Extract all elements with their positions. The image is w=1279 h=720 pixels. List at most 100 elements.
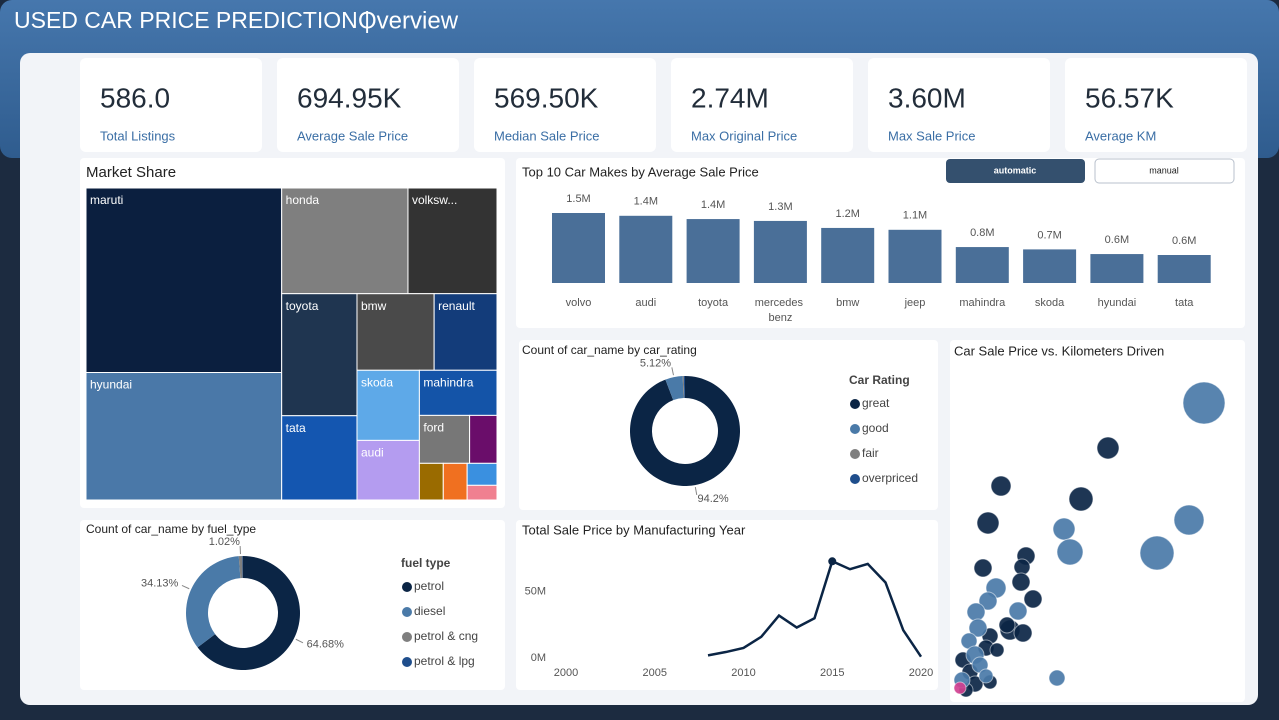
line-point — [828, 557, 837, 566]
bubble — [1011, 572, 1031, 592]
legend-marker — [402, 582, 412, 592]
kpi-card — [1065, 58, 1247, 152]
treemap-label: tata — [286, 421, 306, 435]
x-tick-label: 2015 — [820, 667, 844, 679]
legend-title: fuel type — [401, 556, 451, 570]
line-panel — [516, 520, 938, 690]
filter-button[interactable] — [1094, 158, 1235, 184]
kpi-card — [277, 58, 459, 152]
kpi-label: Max Sale Price — [888, 128, 975, 143]
legend-label: diesel — [414, 604, 445, 618]
bubble — [953, 681, 967, 695]
bubble — [1048, 669, 1066, 687]
bar-value-label: 1.1M — [903, 210, 927, 222]
bar — [1023, 249, 1077, 283]
kpi-value: 3.60M — [888, 82, 966, 113]
kpi-label: Median Sale Price — [494, 128, 600, 143]
legend-label: overpriced — [862, 471, 918, 485]
bar-value-label: 1.2M — [835, 208, 859, 220]
legend-marker — [402, 657, 412, 667]
bar-value-label: 0.8M — [970, 227, 994, 239]
legend-title: Car Rating — [849, 373, 910, 387]
x-tick-label: 2000 — [554, 667, 578, 679]
donut-slice — [629, 376, 740, 486]
donut-slice — [185, 556, 241, 648]
treemap-cell — [85, 372, 283, 501]
x-tick-label: audi — [635, 297, 656, 309]
treemap-cell — [356, 439, 420, 501]
treemap-cell — [466, 462, 498, 486]
treemap-cell — [433, 293, 498, 371]
leader-line — [181, 584, 190, 590]
treemap-cell — [469, 414, 498, 464]
treemap-cell — [356, 293, 435, 371]
legend-label: petrol & cng — [414, 629, 478, 643]
chart-title: Count of car_name by car_rating — [522, 343, 697, 357]
treemap-label: mahindra — [423, 375, 473, 389]
bubble — [1008, 601, 1028, 621]
bar — [1090, 254, 1144, 283]
x-tick-label: toyota — [698, 297, 729, 309]
treemap-label: honda — [286, 193, 320, 207]
bubble — [998, 616, 1016, 634]
treemap-cell — [85, 187, 283, 374]
treemap-label: hyundai — [90, 378, 132, 392]
bubble — [966, 602, 986, 622]
bubble — [968, 618, 988, 638]
bubble — [1096, 436, 1120, 460]
kpi-label: Average Sale Price — [297, 128, 408, 143]
legend-label: petrol & lpg — [414, 654, 475, 668]
bubble — [1068, 486, 1094, 512]
kpi-value: 56.57K — [1085, 82, 1174, 113]
chart-title: Count of car_name by fuel_type — [86, 522, 256, 536]
bar-value-label: 0.6M — [1105, 234, 1129, 246]
bar-value-label: 0.6M — [1172, 235, 1196, 247]
donut-value-label: 5.12% — [640, 357, 671, 369]
bar — [753, 220, 807, 283]
donut-slice — [197, 556, 300, 670]
donut-slice — [238, 556, 243, 579]
kpi-card — [671, 58, 853, 152]
bar — [955, 247, 1009, 283]
treemap-label: maruti — [90, 193, 123, 207]
treemap-cell — [281, 293, 358, 417]
legend-marker — [850, 424, 860, 434]
treemap-label: volksw... — [412, 193, 457, 207]
bar — [686, 219, 740, 283]
kpi-value: 2.74M — [691, 82, 769, 113]
page-subtitle: Overview — [358, 7, 459, 34]
donut-slice — [683, 376, 685, 399]
kpi-label: Average KM — [1085, 128, 1156, 143]
x-tick-label: mahindra — [959, 297, 1006, 309]
treemap-label: renault — [438, 299, 475, 313]
legend-marker — [850, 474, 860, 484]
x-tick-label: bmw — [836, 297, 859, 309]
bubble — [976, 511, 1000, 535]
bubble — [978, 668, 994, 684]
filter-label[interactable]: manual — [1149, 165, 1179, 175]
filter-label[interactable]: automatic — [994, 165, 1037, 175]
bubble — [1056, 538, 1084, 566]
treemap-label: skoda — [361, 375, 393, 389]
filter-button[interactable] — [946, 159, 1085, 183]
x-tick-label: hyundai — [1098, 297, 1137, 309]
legend-marker — [850, 449, 860, 459]
leader-line — [694, 486, 698, 496]
kpi-card — [474, 58, 656, 152]
bubble — [978, 591, 998, 611]
bar-value-label: 0.7M — [1037, 229, 1061, 241]
legend-label: petrol — [414, 579, 444, 593]
x-tick-label: jeep — [904, 297, 926, 309]
x-tick-label: mercedes benz — [755, 297, 806, 324]
legend-label: fair — [862, 446, 879, 460]
treemap-cell — [356, 369, 420, 441]
treemap-label: audi — [361, 446, 384, 460]
bar-panel — [516, 158, 1245, 328]
donut-value-label: 1.02% — [209, 536, 240, 548]
bubble — [1139, 535, 1175, 571]
donut-value-label: 94.2% — [698, 493, 729, 505]
kpi-value: 569.50K — [494, 82, 599, 113]
leader-line — [295, 638, 304, 644]
